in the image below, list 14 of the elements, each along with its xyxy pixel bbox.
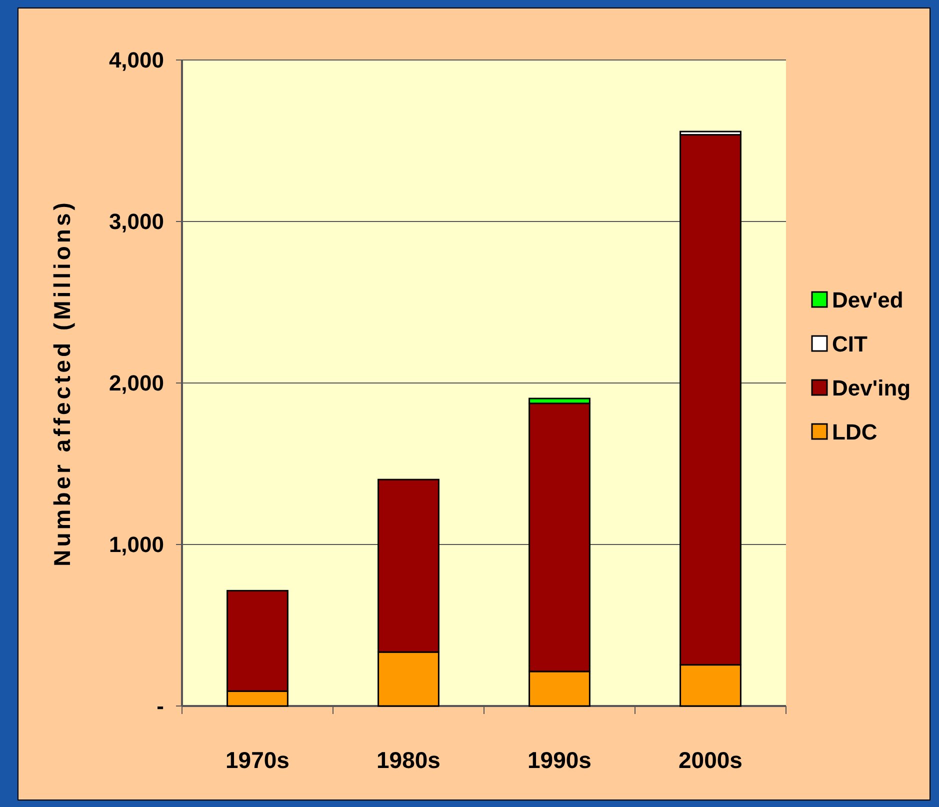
y-tick-label: 1,000 bbox=[108, 532, 164, 558]
x-tick-label: 1990s bbox=[528, 747, 592, 773]
x-tick-label: 1970s bbox=[226, 747, 290, 773]
legend-label: Dev'ed bbox=[832, 288, 904, 313]
x-tick-label: 1980s bbox=[376, 747, 440, 773]
y-axis-title: Number affected (Millions) bbox=[49, 200, 75, 566]
y-tick-label: 3,000 bbox=[108, 209, 164, 234]
legend-label: LDC bbox=[832, 420, 878, 445]
y-tick-label: 4,000 bbox=[108, 48, 164, 73]
y-tick-label: - bbox=[156, 694, 164, 719]
legend-label: Dev'ing bbox=[832, 376, 911, 401]
y-tick-label: 2,000 bbox=[108, 370, 164, 396]
legend-label: CIT bbox=[832, 332, 868, 357]
x-tick-label: 2000s bbox=[678, 747, 742, 773]
